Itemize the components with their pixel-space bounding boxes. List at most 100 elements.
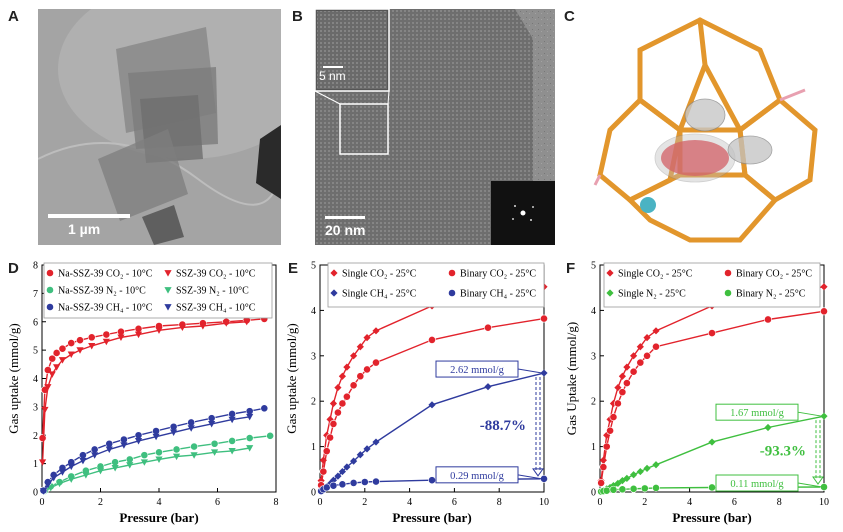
data-point <box>76 347 84 354</box>
legend-marker <box>330 289 338 297</box>
hrtem-drawing <box>315 9 555 245</box>
y-axis-label: Gas Uptake (mmol/g) <box>564 322 579 435</box>
data-point <box>87 333 96 342</box>
x-tick-label: 10 <box>819 497 829 508</box>
series-1 <box>38 318 251 466</box>
annotation-label: 0.11 mmol/g <box>730 479 784 490</box>
series-1 <box>317 314 548 490</box>
data-point <box>102 330 111 339</box>
series-2 <box>41 431 275 495</box>
y-tick-label: 2 <box>591 397 596 408</box>
data-point <box>629 367 638 376</box>
data-point <box>428 336 436 344</box>
data-point <box>76 336 84 345</box>
legend-marker <box>724 289 732 297</box>
data-point <box>172 453 181 461</box>
annotation-group: 1.67 mmol/g 0.11 mmol/g -93.3% <box>715 403 824 492</box>
inset-scale-label-b: 5 nm <box>319 69 346 83</box>
y-tick-label: 3 <box>591 351 596 362</box>
legend-label: Binary CO₂ - 25°C <box>460 269 536 280</box>
data-point <box>222 320 230 327</box>
data-point <box>91 452 99 459</box>
data-point <box>349 479 358 487</box>
data-point <box>484 383 492 391</box>
data-point <box>208 421 216 428</box>
x-tick-label: 0 <box>318 497 323 508</box>
series-1 <box>597 307 828 487</box>
data-point <box>120 442 128 449</box>
y-tick-label: 8 <box>33 261 38 272</box>
data-point <box>105 446 113 454</box>
reduction-percent: -88.7% <box>480 418 526 434</box>
annotation-label: 2.62 mmol/g <box>450 365 504 376</box>
data-point <box>58 357 67 364</box>
data-point <box>245 434 254 442</box>
data-point <box>79 457 87 465</box>
data-point <box>134 331 143 339</box>
data-point <box>53 364 61 371</box>
data-point <box>322 447 331 456</box>
y-tick-label: 5 <box>33 346 38 357</box>
series-line <box>42 416 250 492</box>
chart-e: 0 2 4 6 8 10 0 1 2 3 4 5 Pressure (bar) Gas uptake (m… <box>284 261 549 526</box>
legend-label: Na-SSZ-39 CO₂ - 10°C <box>58 269 153 280</box>
legend-label: Binary CH₄ - 25°C <box>460 289 536 300</box>
y-tick-label: 5 <box>591 261 596 272</box>
data-point <box>228 437 237 445</box>
legend-label: SSZ-39 CO₂ - 10°C <box>176 269 256 280</box>
y-tick-label: 3 <box>311 351 316 362</box>
data-point <box>329 481 338 490</box>
data-point <box>640 484 649 493</box>
data-point <box>599 456 607 464</box>
data-point <box>52 349 61 357</box>
series-line <box>44 435 271 492</box>
data-point <box>58 344 67 353</box>
data-point <box>329 476 338 484</box>
data-point <box>190 442 198 451</box>
legend-marker <box>330 269 338 277</box>
legend-marker <box>164 270 172 277</box>
reduction-percent: -93.3% <box>760 444 806 460</box>
inset-scale-bar-b <box>323 66 343 68</box>
x-axis-label: Pressure (bar) <box>392 510 471 525</box>
y-tick-label: 0 <box>311 488 316 499</box>
data-point <box>343 463 351 471</box>
data-point <box>597 479 606 487</box>
data-point <box>48 371 56 378</box>
data-point <box>190 452 198 459</box>
x-tick-label: 0 <box>598 497 603 508</box>
x-tick-label: 8 <box>274 497 279 508</box>
data-point <box>134 438 143 445</box>
data-point <box>334 383 342 392</box>
data-point <box>58 469 67 476</box>
legend: Single CO₂ - 25°C Binary CO₂ - 25°C Single… <box>327 262 545 308</box>
x-tick-label: 8 <box>777 497 782 508</box>
x-tick-label: 4 <box>687 497 692 508</box>
y-tick-label: 4 <box>591 306 596 317</box>
data-point <box>360 478 369 486</box>
x-tick-label: 2 <box>362 497 367 508</box>
scale-bar-a <box>48 214 130 218</box>
data-point <box>102 338 110 346</box>
data-point <box>140 459 148 466</box>
scale-label-b: 20 nm <box>325 222 366 238</box>
data-point <box>652 342 660 351</box>
legend-marker <box>448 289 456 297</box>
data-point <box>152 427 160 435</box>
data-point <box>323 431 331 439</box>
data-point <box>630 471 638 479</box>
series-5 <box>39 413 254 495</box>
y-tick-label: 4 <box>311 306 316 317</box>
y-tick-label: 2 <box>311 397 316 408</box>
y-axis-label: Gas uptake (mmol/g) <box>6 323 21 433</box>
series-3 <box>597 483 828 496</box>
legend-label: SSZ-39 CH₄ - 10°C <box>176 303 256 314</box>
data-point <box>329 399 338 408</box>
legend-label: Single N₂ - 25°C <box>618 289 686 300</box>
data-point <box>329 419 338 428</box>
data-point <box>708 329 716 337</box>
scale-bar-b <box>325 216 365 219</box>
data-point <box>187 425 195 432</box>
data-point <box>88 342 96 350</box>
data-point <box>120 435 128 444</box>
